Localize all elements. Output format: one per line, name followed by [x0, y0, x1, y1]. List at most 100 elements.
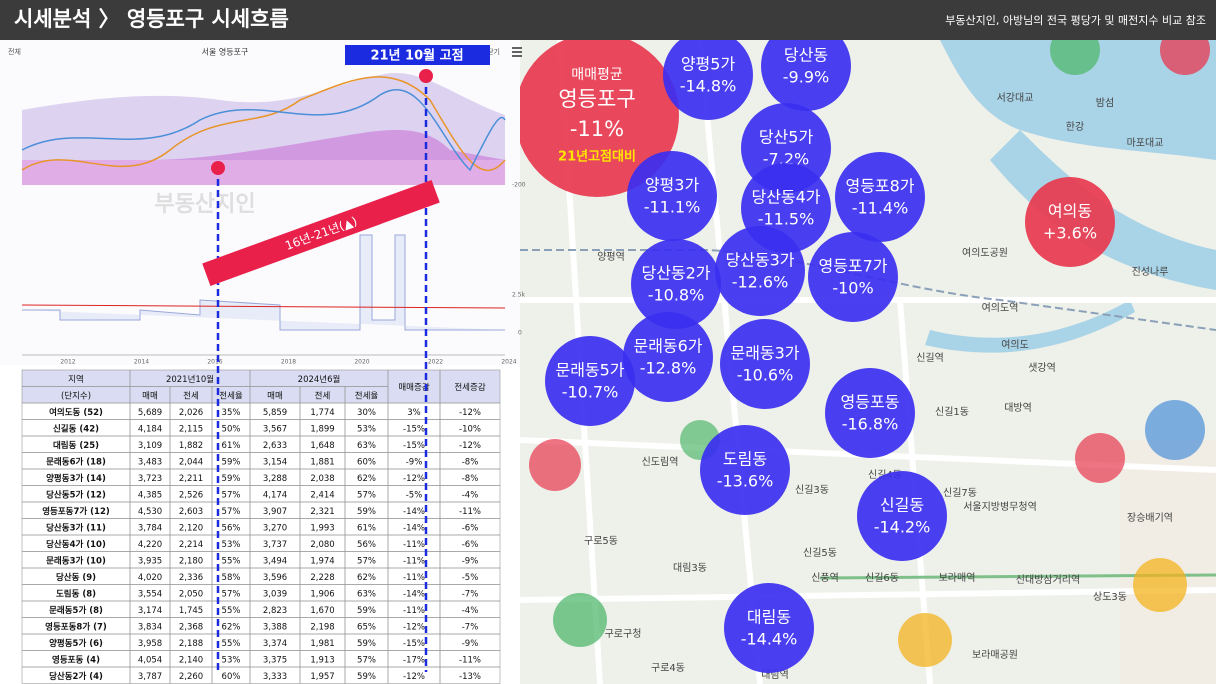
callout-text: 21년 10월 고점	[370, 48, 463, 64]
map-label: 밤섬	[1096, 97, 1114, 109]
axis-label: 2.5k	[512, 292, 526, 299]
table-text: 30%	[357, 408, 376, 418]
table-text: 3,834	[138, 622, 162, 632]
table-text: 57%	[357, 655, 376, 665]
table-text: 2,368	[179, 622, 203, 632]
table-text: 5,689	[138, 408, 162, 418]
table-text: 1,906	[310, 589, 334, 599]
table-text: 63%	[357, 589, 376, 599]
table-text: 3,375	[263, 655, 287, 665]
dong-name: 당산동2가	[641, 264, 710, 283]
table-text: 55%	[222, 639, 241, 649]
table-text: 53%	[222, 540, 241, 550]
table-text: 55%	[222, 606, 241, 616]
table-text: -5%	[406, 490, 423, 500]
dong-name: 영등포8가	[845, 177, 914, 196]
dong-name: 당산동4가	[751, 188, 820, 207]
table-text: 2,823	[263, 606, 287, 616]
map-label: 한강	[1066, 121, 1084, 133]
table-text: 1,899	[310, 424, 334, 434]
table-text: -13%	[459, 672, 481, 682]
dong-bubble	[545, 336, 635, 426]
watermark: 부동산지인	[154, 192, 255, 217]
axis-label: 0	[518, 330, 522, 337]
table-text: 3,039	[263, 589, 287, 599]
table-text: 1,913	[310, 655, 334, 665]
dong-change: -11.1%	[644, 198, 701, 217]
table-text: -12%	[459, 441, 481, 451]
table-text: 5,859	[263, 408, 287, 418]
table-text: 59%	[222, 474, 241, 484]
map-label: 구로5동	[584, 535, 618, 547]
table-text: 4,184	[138, 424, 162, 434]
table-text: 3,737	[263, 540, 287, 550]
dong-bubble	[835, 152, 925, 242]
map-label: 구로4동	[651, 662, 685, 674]
year-label: 2014	[134, 359, 149, 366]
chart-line	[21, 76, 506, 172]
table-text: 3,567	[263, 424, 287, 434]
table-text: 2,321	[310, 507, 334, 517]
range-band	[202, 179, 440, 287]
map-label: 대림3동	[673, 562, 707, 574]
table-text: 2,050	[179, 589, 203, 599]
table-text: 56%	[357, 540, 376, 550]
map-label: 신길6동	[865, 571, 899, 584]
table-text: 2021년10월	[166, 374, 214, 385]
table-text: 1,648	[310, 441, 334, 451]
map-label: 신길1동	[935, 405, 969, 418]
dong-bubble	[808, 232, 898, 322]
map-label: 신도림역	[642, 456, 679, 468]
map-label: 서울지방병무청역	[963, 501, 1037, 513]
table-text: -4%	[462, 490, 479, 500]
other-bubble	[1133, 558, 1187, 612]
other-bubble	[1145, 400, 1205, 460]
dong-change: -14.2%	[874, 518, 931, 537]
table-text: 50%	[222, 424, 241, 434]
table-text: 3,174	[138, 606, 162, 616]
table-text: -6%	[462, 540, 479, 550]
map-label: 샛강역	[1028, 362, 1056, 374]
table-text: 3,333	[263, 672, 287, 682]
map-label: 진성나루	[1132, 266, 1169, 278]
table-text: 2,180	[179, 556, 203, 566]
table-text: 63%	[357, 441, 376, 451]
menu-icon[interactable]	[512, 47, 522, 57]
map-label: 여의도공원	[962, 247, 1008, 259]
dong-name: 양평3가	[645, 176, 700, 195]
table-text: -9%	[406, 457, 423, 467]
table-text: -4%	[462, 606, 479, 616]
close-button[interactable]: 닫기	[487, 47, 500, 56]
table-text: 3,270	[263, 523, 287, 533]
marker-dot	[419, 69, 433, 83]
dong-change: -10.7%	[562, 383, 619, 402]
table-text: 2024년6월	[298, 374, 341, 385]
table-text: 2,026	[179, 408, 203, 418]
table-text: 2,044	[179, 457, 203, 467]
dong-bubble	[857, 471, 947, 561]
table-text: 55%	[222, 556, 241, 566]
table-text: 60%	[357, 457, 376, 467]
map-label: 대방역	[1004, 402, 1032, 414]
table-text: 1,670	[310, 606, 334, 616]
table-text: 62%	[357, 573, 376, 583]
table-text: 4,174	[263, 490, 287, 500]
table-text: 2,260	[179, 672, 203, 682]
table-text: 53%	[222, 655, 241, 665]
map-label: 신길5동	[803, 546, 837, 559]
table-text: -10%	[459, 424, 481, 434]
table-text: 1,774	[310, 408, 334, 418]
dong-change: -11.4%	[852, 199, 909, 218]
dong-name: 문래동5가	[555, 361, 624, 380]
table-text: 3,907	[263, 507, 287, 517]
dong-bubble	[724, 583, 814, 673]
dong-change: -10%	[832, 279, 873, 298]
table-text: 2,115	[179, 424, 203, 434]
other-bubble	[1075, 433, 1125, 483]
dong-bubble	[715, 226, 805, 316]
year-label: 2022	[428, 359, 443, 366]
table-text: 여의도동 (52)	[49, 407, 103, 418]
year-label: 2018	[281, 359, 296, 366]
header-bar	[0, 0, 1216, 40]
table-text: -11%	[403, 606, 425, 616]
